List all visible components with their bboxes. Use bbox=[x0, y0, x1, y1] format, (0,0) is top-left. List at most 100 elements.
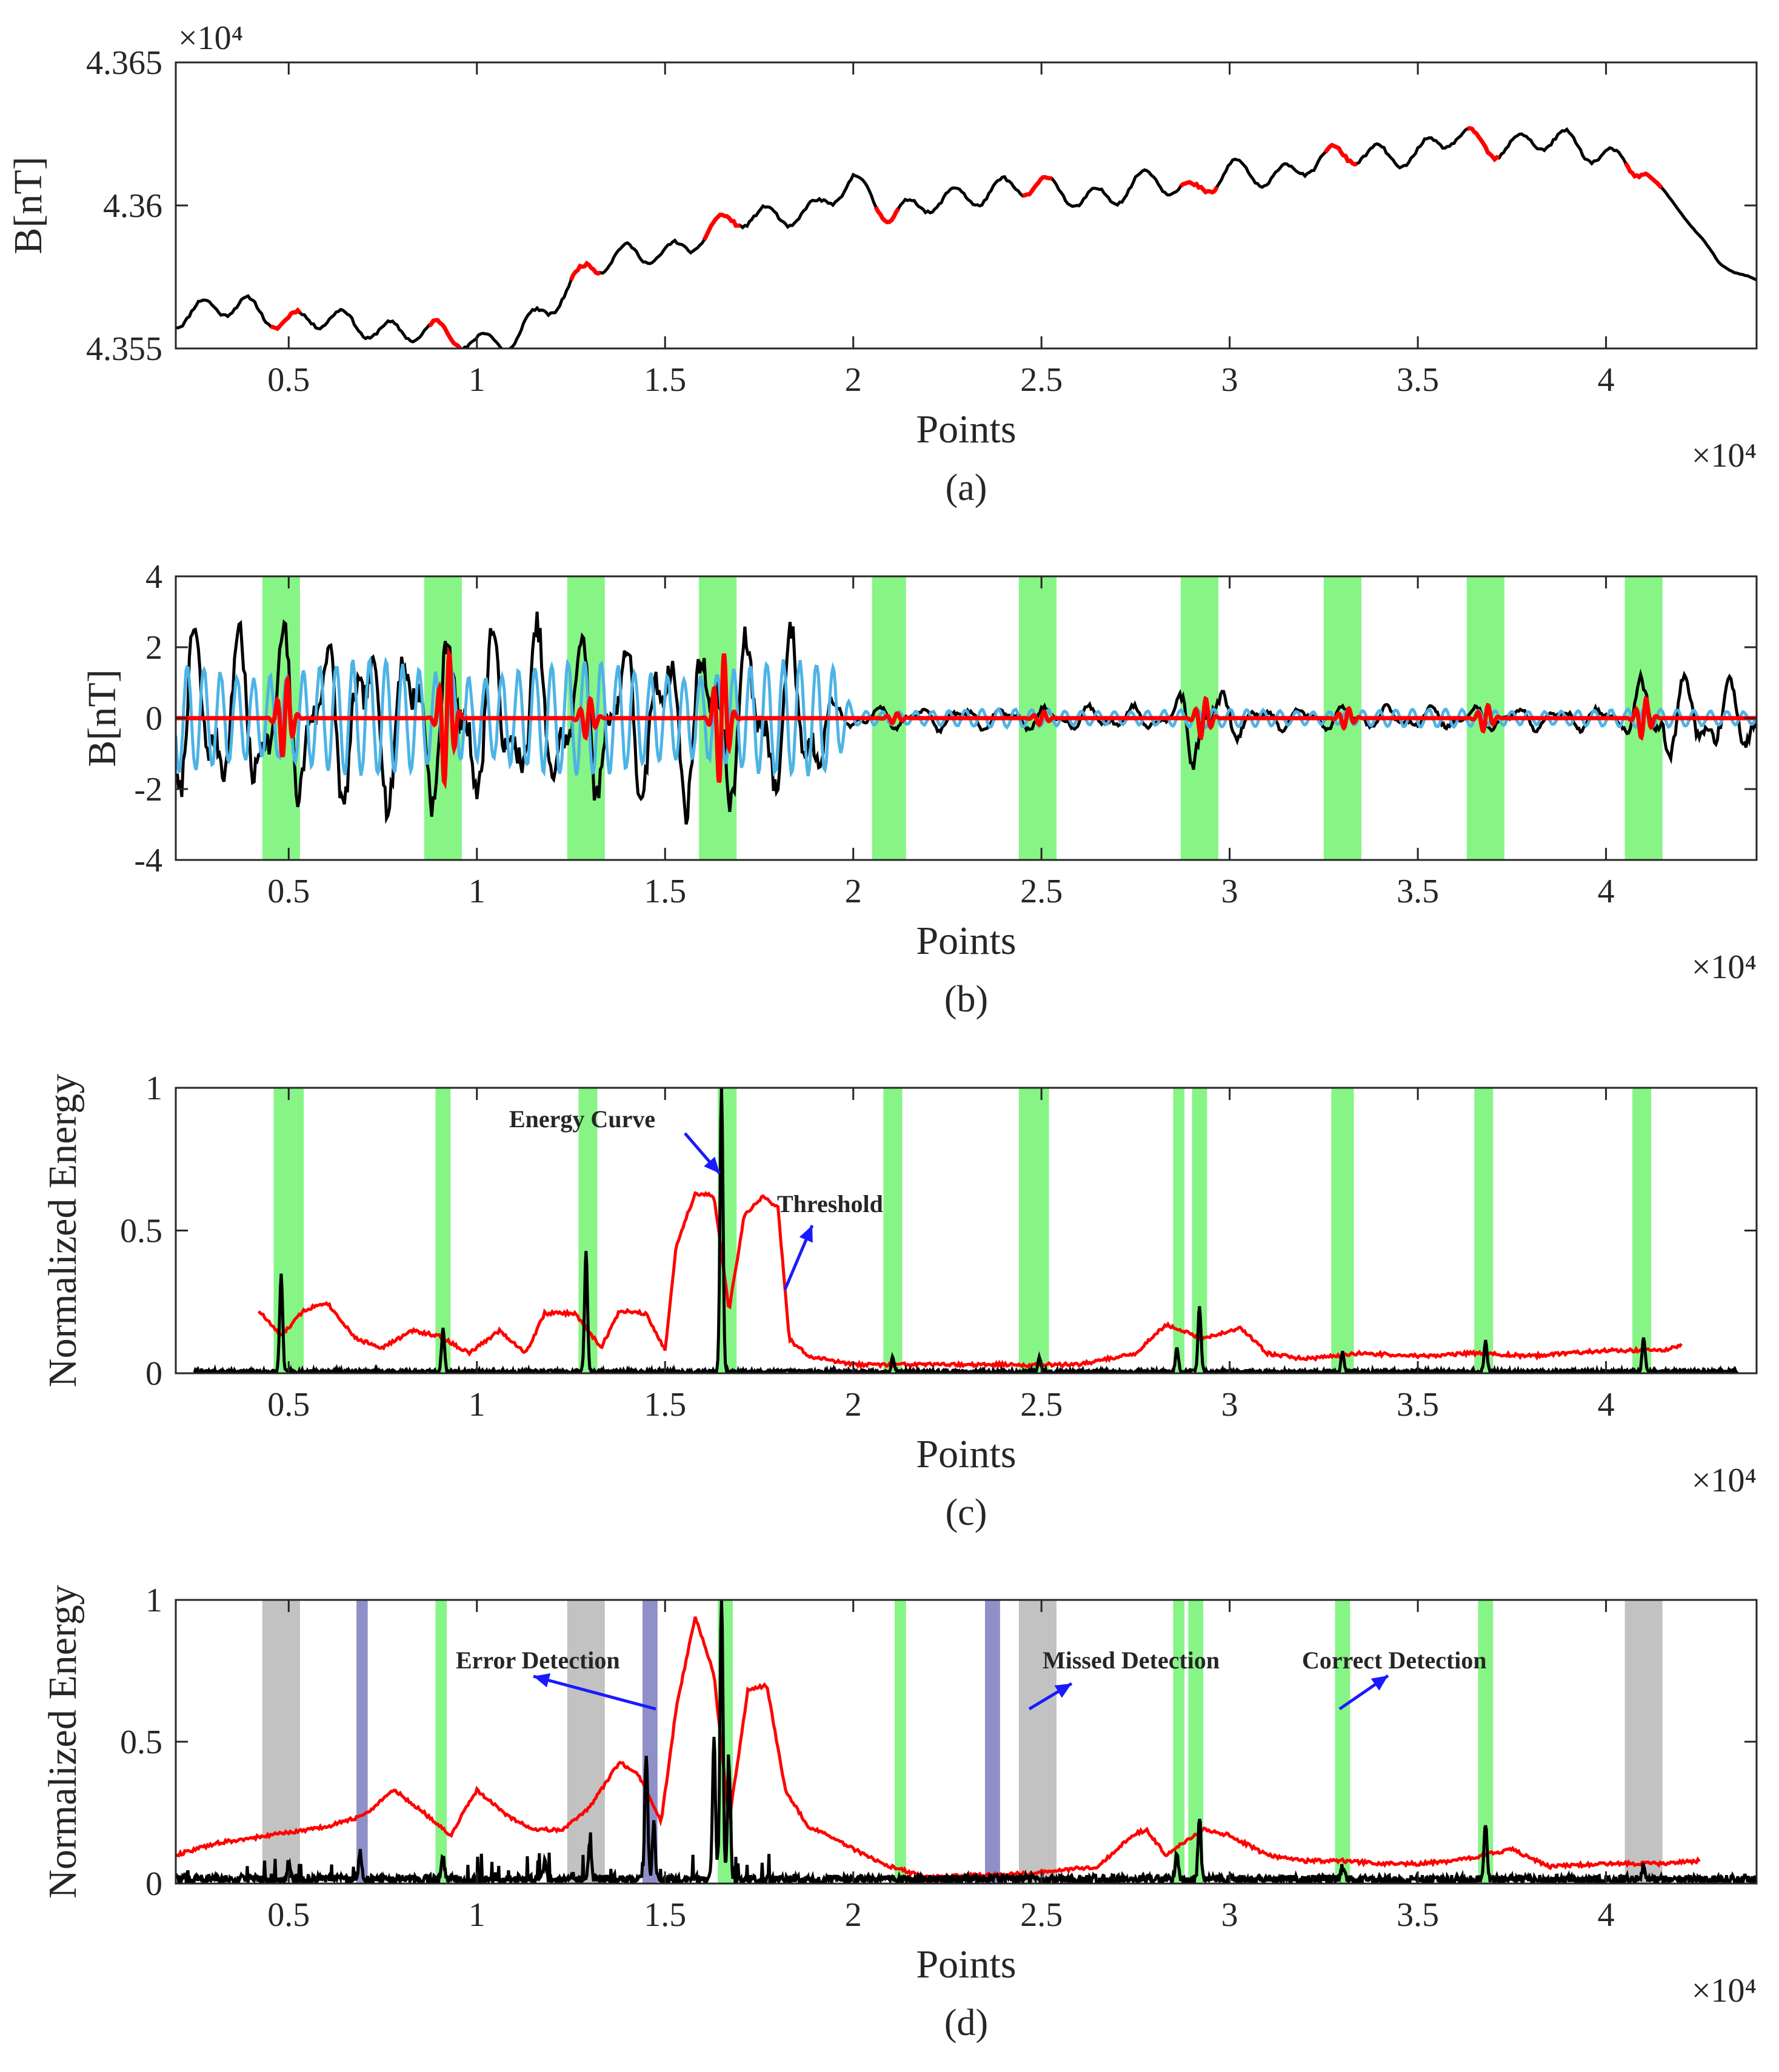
x-axis-label: Points bbox=[916, 1432, 1016, 1476]
highlight-segment bbox=[873, 206, 901, 225]
green-band bbox=[1474, 1088, 1494, 1373]
annotation-label: Threshold bbox=[777, 1190, 883, 1218]
x-exponent-label: ×10⁴ bbox=[1692, 437, 1757, 475]
x-tick-label: 3 bbox=[1221, 361, 1238, 399]
purple-band bbox=[356, 1600, 368, 1884]
y-tick-label: 0 bbox=[145, 1355, 162, 1393]
highlight-segment bbox=[1623, 162, 1663, 190]
highlight-segment bbox=[1022, 175, 1053, 198]
annotation: Energy Curve bbox=[509, 1105, 721, 1174]
x-tick-label: 4 bbox=[1598, 361, 1615, 399]
x-tick-label: 0.5 bbox=[267, 1896, 310, 1934]
panel-caption: (b) bbox=[944, 979, 988, 1020]
x-tick-label: 2.5 bbox=[1020, 1896, 1063, 1934]
highlight-segment bbox=[1467, 125, 1500, 163]
highlight-segment bbox=[270, 307, 302, 331]
gray-band bbox=[567, 1600, 605, 1884]
green-band bbox=[435, 1600, 447, 1884]
panels: 0.5 1 1.5 2 2.5 3 3.5 4 4.355 4.36 4.365 Points ×10⁴… bbox=[6, 19, 1758, 2044]
y-tick-label: 0.5 bbox=[120, 1724, 162, 1761]
y-tick-label: 0 bbox=[145, 1865, 162, 1903]
x-tick-label: 1 bbox=[469, 1386, 486, 1424]
x-tick-label: 2 bbox=[845, 873, 862, 910]
threshold-line bbox=[176, 1616, 1701, 1882]
x-exponent-label: ×10⁴ bbox=[1692, 1462, 1757, 1499]
highlight-segment bbox=[1179, 180, 1219, 195]
y-axis-label: B[nT] bbox=[6, 156, 50, 254]
x-tick-label: 1.5 bbox=[644, 1896, 686, 1934]
gray-band bbox=[1624, 1600, 1663, 1884]
annotation: Missed Detection bbox=[1028, 1647, 1220, 1711]
green-band bbox=[1173, 1088, 1185, 1373]
green-band bbox=[1331, 1088, 1354, 1373]
green-band bbox=[883, 1088, 903, 1373]
x-tick-label: 4 bbox=[1598, 1386, 1615, 1424]
annotation-arrow-head bbox=[704, 1156, 720, 1174]
y-tick-label: 4.355 bbox=[86, 330, 162, 368]
x-tick-label: 2.5 bbox=[1020, 873, 1063, 910]
highlight-segment bbox=[569, 260, 601, 281]
y-tick-label: 4.365 bbox=[86, 44, 162, 82]
green-band bbox=[1173, 1600, 1185, 1884]
panel-b: 0.5 1 1.5 2 2.5 3 3.5 4 -4 -2 0 2 4 Points ×10⁴ B[nT] (b… bbox=[80, 558, 1758, 1020]
plot-area bbox=[176, 1600, 1757, 1884]
x-tick-label: 0.5 bbox=[267, 1386, 310, 1424]
highlight-segment bbox=[702, 212, 741, 241]
x-tick-label: 2.5 bbox=[1020, 1386, 1063, 1424]
annotation-arrow-head bbox=[1054, 1684, 1072, 1698]
series-line-red bbox=[176, 646, 1757, 790]
green-band bbox=[1632, 1088, 1652, 1373]
green-band bbox=[895, 1600, 906, 1884]
panel-c: 0.5 1 1.5 2 2.5 3 3.5 4 0 0.5 1 Points ×10⁴ Normalize… bbox=[41, 1070, 1758, 1533]
x-tick-label: 1.5 bbox=[644, 1386, 686, 1424]
energy-line bbox=[176, 1600, 1757, 1884]
x-tick-label: 1 bbox=[469, 1896, 486, 1934]
annotation-label: Missed Detection bbox=[1043, 1647, 1220, 1674]
y-tick-label: 4 bbox=[145, 558, 162, 596]
green-band bbox=[1018, 1088, 1049, 1373]
panel-caption: (a) bbox=[946, 467, 987, 508]
x-tick-label: 3 bbox=[1221, 1896, 1238, 1934]
x-tick-label: 4 bbox=[1598, 1896, 1615, 1934]
y-tick-label: 0 bbox=[145, 700, 162, 738]
y-tick-label: 2 bbox=[145, 629, 162, 667]
x-tick-label: 1 bbox=[469, 361, 486, 399]
x-exponent-label: ×10⁴ bbox=[1692, 1972, 1757, 2010]
plot-area bbox=[176, 576, 1757, 860]
y-tick-label: 4.36 bbox=[103, 187, 162, 225]
plot-area bbox=[193, 1088, 1739, 1373]
y-tick-label: 0.5 bbox=[120, 1213, 162, 1250]
annotation-arrow-shaft bbox=[533, 1674, 656, 1711]
annotation-label: Energy Curve bbox=[509, 1105, 655, 1133]
x-tick-label: 3.5 bbox=[1397, 361, 1439, 399]
panel-caption: (c) bbox=[946, 1492, 987, 1533]
x-tick-label: 1.5 bbox=[644, 873, 686, 910]
x-tick-label: 2 bbox=[845, 1896, 862, 1934]
x-tick-label: 1.5 bbox=[644, 361, 686, 399]
highlight-segment bbox=[1323, 142, 1358, 167]
x-tick-label: 2 bbox=[845, 361, 862, 399]
gray-band bbox=[262, 1600, 300, 1884]
y-tick-label: -2 bbox=[134, 771, 162, 808]
x-tick-label: 4 bbox=[1598, 873, 1615, 910]
x-axis-label: Points bbox=[916, 407, 1016, 451]
annotation-arrow-head bbox=[799, 1225, 813, 1243]
y-tick-label: -4 bbox=[134, 842, 162, 879]
gray-band bbox=[1018, 1600, 1057, 1884]
purple-band bbox=[985, 1600, 1000, 1884]
panel-d: 0.5 1 1.5 2 2.5 3 3.5 4 0 0.5 1 Points ×10⁴ Normalize… bbox=[41, 1582, 1758, 2044]
green-band bbox=[1335, 1600, 1350, 1884]
x-tick-label: 3.5 bbox=[1397, 1386, 1439, 1424]
green-band bbox=[435, 1088, 451, 1373]
x-axis-label: Points bbox=[916, 919, 1016, 963]
annotation: Correct Detection bbox=[1302, 1647, 1487, 1711]
annotation-arrow-head bbox=[1370, 1676, 1388, 1691]
x-tick-label: 2.5 bbox=[1020, 361, 1063, 399]
plot-area bbox=[176, 125, 1757, 348]
x-tick-label: 3.5 bbox=[1397, 873, 1439, 910]
x-tick-label: 2 bbox=[845, 1386, 862, 1424]
x-tick-label: 0.5 bbox=[267, 361, 310, 399]
x-tick-label: 0.5 bbox=[267, 873, 310, 910]
y-axis-label: Normalized Energy bbox=[41, 1585, 85, 1898]
